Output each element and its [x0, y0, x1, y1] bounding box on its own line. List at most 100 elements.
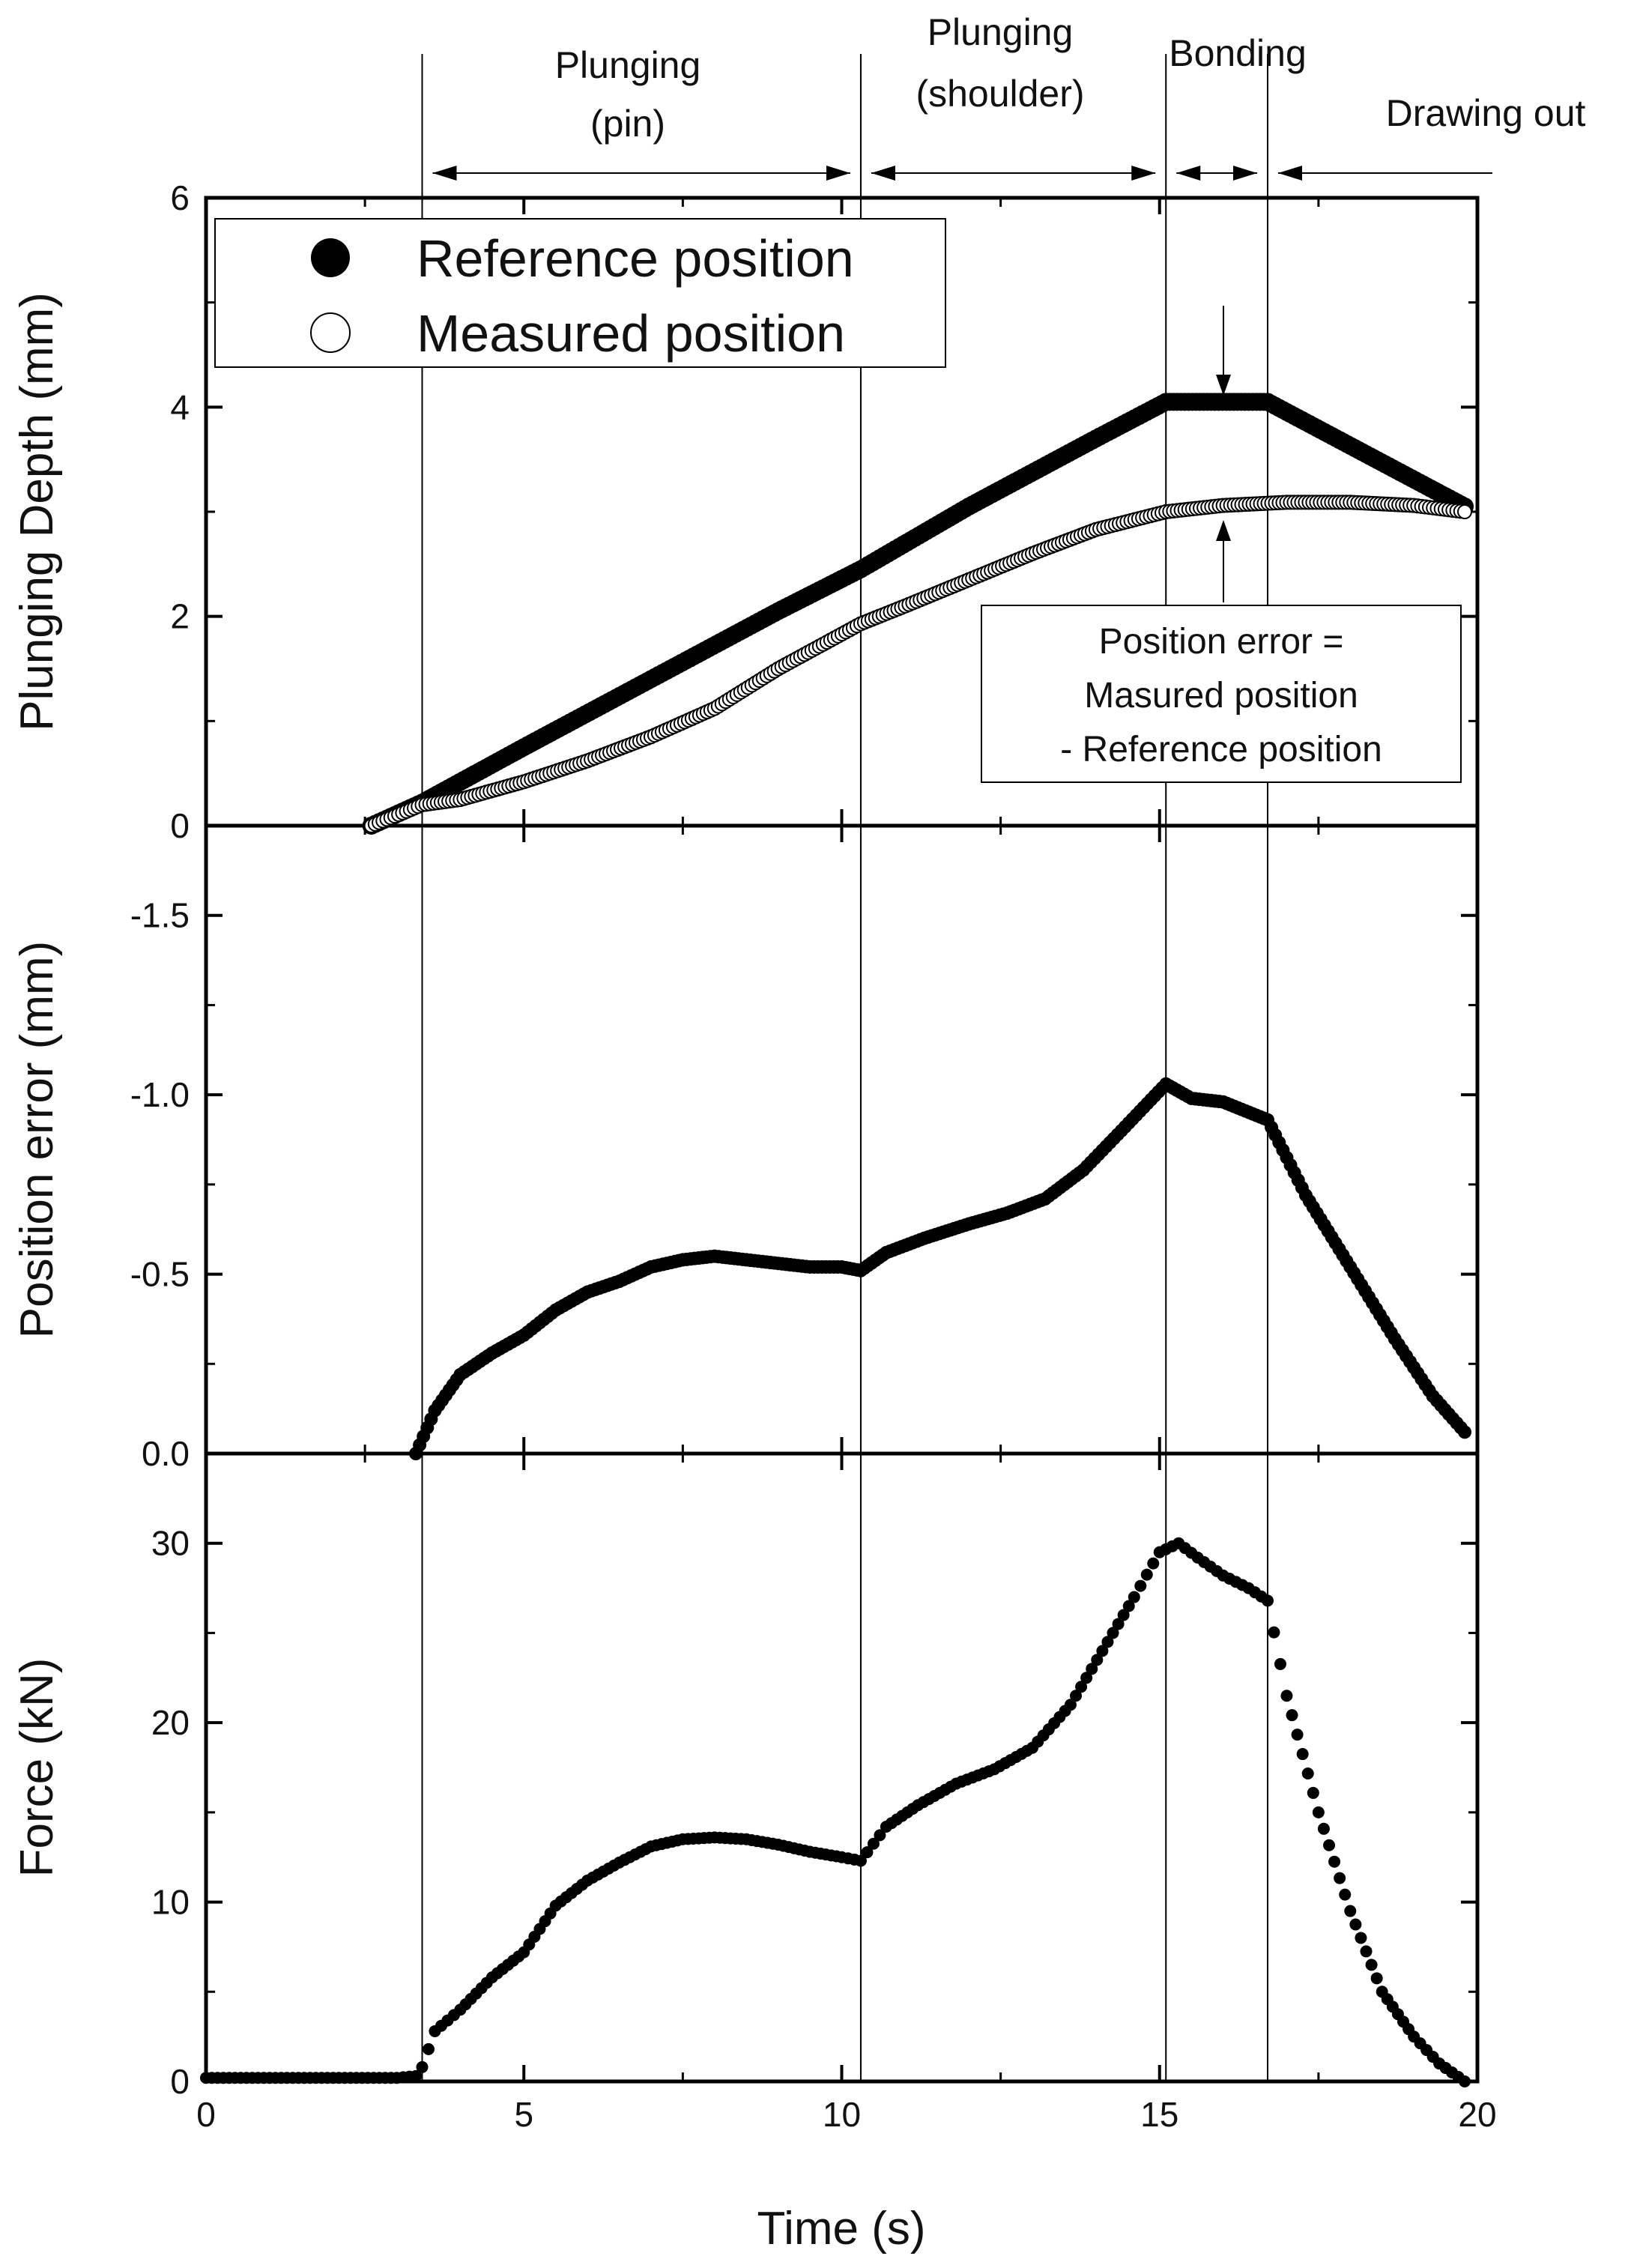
x-tick-label: 5: [514, 2095, 533, 2134]
position-error-annotation: Position error = Masured position - Refe…: [981, 306, 1462, 783]
bottom-marker-force: [1134, 1579, 1147, 1592]
phase-arrowhead-right-bonding: [1232, 166, 1257, 181]
data-markers: [200, 393, 1474, 2087]
legend-label-measured: Measured position: [417, 304, 845, 363]
bottom-marker-force: [1107, 1627, 1119, 1639]
annotation-box: [981, 605, 1462, 783]
bottom-marker-force: [854, 1854, 867, 1867]
bottom-marker-force: [410, 2069, 423, 2082]
bottom-marker-force: [1291, 1729, 1304, 1741]
bottom-marker-force: [1117, 1609, 1130, 1621]
bottom-marker-force: [1091, 1654, 1104, 1666]
bottom-marker-force: [1086, 1663, 1098, 1675]
phase-label-shoulder-line1: Plunging: [928, 11, 1074, 53]
phase-separator-lines: [421, 54, 1268, 2081]
bottom-marker-force: [1296, 1748, 1309, 1761]
phase-arrowhead-right-plunging-shoulder: [1131, 166, 1156, 181]
phase-arrowhead-left-plunging-shoulder: [871, 166, 895, 181]
bottom-marker-force: [1370, 1972, 1383, 1985]
middle-y-tick-label: -1.0: [130, 1075, 190, 1114]
bottom-marker-force: [1360, 1945, 1373, 1958]
bottom-marker-force: [874, 1829, 886, 1842]
bottom-marker-force: [1328, 1855, 1341, 1868]
y-axis-title-force: Force (kN): [11, 1658, 63, 1878]
x-tick-label: 10: [823, 2095, 861, 2134]
bottom-marker-force: [1339, 1888, 1352, 1901]
bottom-marker-force: [1101, 1636, 1114, 1648]
y-axis-title-position-error: Position error (mm): [11, 941, 63, 1339]
bottom-y-tick-label: 0: [170, 2062, 190, 2101]
bottom-marker-force: [1307, 1786, 1319, 1799]
bottom-marker-force: [1112, 1618, 1125, 1630]
bottom-marker-force: [1080, 1672, 1093, 1684]
top-y-tick-label: 2: [170, 597, 190, 636]
x-axis-title: Time (s): [757, 2203, 926, 2255]
bottom-panel-frame: [204, 1451, 1480, 2084]
bottom-marker-force: [1261, 1594, 1274, 1607]
phase-label-pin-line1: Plunging: [555, 44, 701, 86]
y-axis-title-plunging-depth: Plunging Depth (mm): [11, 292, 63, 731]
annotation-arrow-down-head: [1216, 375, 1231, 396]
bottom-marker-force: [422, 2042, 435, 2055]
x-tick-label: 0: [196, 2095, 216, 2134]
bottom-marker-force: [1128, 1591, 1140, 1603]
phase-label-pin-line2: (pin): [590, 103, 665, 145]
bottom-marker-force: [416, 2060, 429, 2073]
top-marker-measured-position: [1457, 504, 1473, 519]
bottom-marker-force: [1312, 1806, 1325, 1818]
bottom-marker-force: [1349, 1918, 1362, 1931]
middle-marker-position-error: [1458, 1425, 1472, 1439]
middle-y-tick-label: -0.5: [130, 1255, 190, 1294]
bottom-marker-force: [1147, 1557, 1160, 1570]
phase-arrowhead-right-plunging-pin: [826, 166, 850, 181]
middle-y-tick-label: 0.0: [142, 1434, 190, 1473]
bottom-marker-force: [1459, 2075, 1471, 2087]
legend: Reference position Measured position: [214, 218, 946, 368]
middle-panel-frame: [204, 823, 1480, 1456]
bottom-marker-force: [1317, 1822, 1330, 1835]
x-tick-label: 15: [1140, 2095, 1178, 2134]
bottom-marker-force: [1301, 1767, 1314, 1779]
bottom-marker-force: [1344, 1905, 1357, 1917]
phase-arrowhead-left-drawing-out: [1277, 166, 1302, 181]
bottom-marker-force: [867, 1837, 880, 1850]
bottom-marker-force: [1323, 1839, 1336, 1851]
annotation-line-3: - Reference position: [1060, 730, 1382, 769]
bottom-marker-force: [1122, 1600, 1135, 1612]
phase-label-shoulder-line2: (shoulder): [916, 73, 1084, 115]
bottom-marker-force: [1070, 1690, 1083, 1702]
bottom-marker-force: [1064, 1699, 1077, 1711]
phase-arrows: [432, 166, 1492, 181]
bottom-marker-force: [1096, 1645, 1109, 1657]
legend-marker-measured: [310, 312, 351, 353]
bottom-y-tick-label: 20: [151, 1703, 190, 1742]
bottom-marker-force: [1355, 1932, 1367, 1944]
annotation-arrow-up-head: [1216, 520, 1231, 541]
x-tick-label: 20: [1458, 2095, 1496, 2134]
annotation-line-1: Position error =: [1099, 622, 1344, 662]
bottom-y-tick-label: 30: [151, 1524, 190, 1563]
bottom-marker-force: [861, 1846, 874, 1859]
axis-ticks: [205, 196, 1479, 2083]
top-y-tick-label: 4: [170, 387, 190, 426]
phase-arrowhead-left-plunging-pin: [432, 166, 457, 181]
bottom-marker-force: [1334, 1872, 1346, 1884]
axis-tick-labels: 0 2 4 6 0.0 -0.5 -1.0 -1.5 0 10 20 30 0 5 10 15 20: [130, 178, 1497, 2134]
bottom-marker-force: [1140, 1568, 1153, 1581]
top-y-tick-label: 0: [170, 806, 190, 845]
bottom-y-tick-label: 10: [151, 1883, 190, 1922]
bottom-marker-force: [1286, 1709, 1298, 1722]
phase-label-bonding: Bonding: [1169, 32, 1307, 74]
phase-arrowhead-left-bonding: [1176, 166, 1201, 181]
middle-y-tick-label: -1.5: [130, 896, 190, 935]
legend-label-reference: Reference position: [417, 229, 854, 288]
bottom-marker-force: [1365, 1959, 1378, 1971]
legend-marker-reference: [311, 238, 350, 277]
annotation-line-2: Masured position: [1084, 676, 1358, 716]
bottom-marker-force: [1280, 1690, 1293, 1702]
bottom-marker-force: [1075, 1681, 1088, 1693]
phase-label-drawing-out: Drawing out: [1386, 92, 1586, 134]
bottom-marker-force: [1274, 1657, 1286, 1670]
top-y-tick-label: 6: [170, 178, 190, 217]
